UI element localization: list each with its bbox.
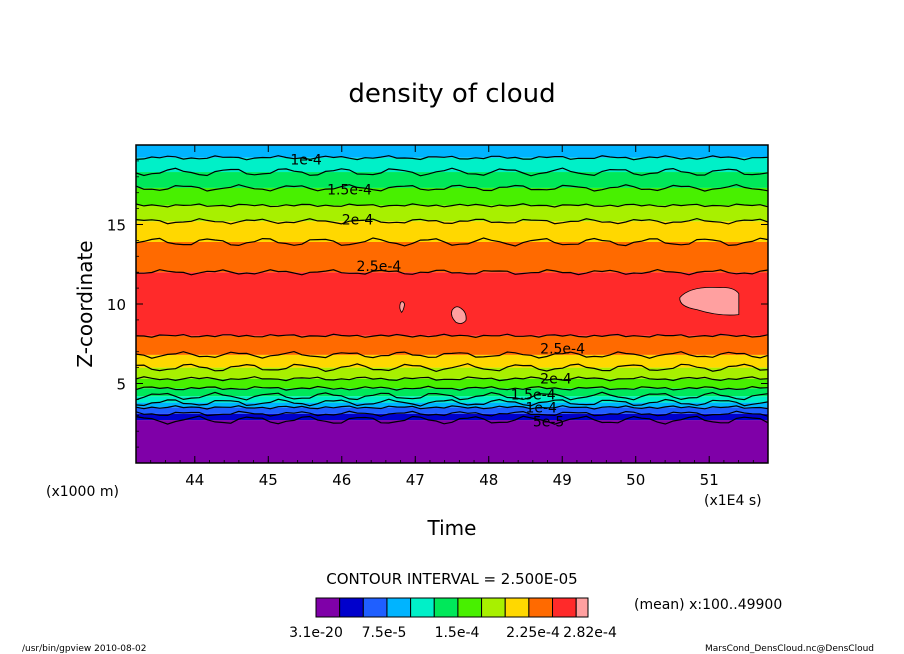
x-tick-label: 46 bbox=[332, 471, 351, 489]
band-17 bbox=[136, 145, 768, 158]
contour-line-3 bbox=[136, 405, 768, 410]
band-14 bbox=[136, 187, 768, 206]
contour-label: 2e-4 bbox=[342, 213, 374, 229]
max-patch-right bbox=[679, 286, 740, 316]
colorbar-swatch bbox=[315, 597, 341, 618]
band-6 bbox=[136, 378, 768, 389]
colorbar-swatch bbox=[433, 597, 459, 618]
contour-label: 1e-4 bbox=[290, 152, 322, 168]
contour-label: 5e-5 bbox=[533, 415, 564, 431]
y-tick-label: 15 bbox=[107, 217, 126, 235]
y-unit-label: (x1000 m) bbox=[46, 484, 119, 500]
max-patch-small bbox=[399, 301, 405, 314]
colorbar-swatch bbox=[481, 597, 506, 618]
contour-line-12 bbox=[136, 237, 768, 247]
band-15 bbox=[136, 172, 768, 188]
band-13 bbox=[136, 205, 768, 222]
colorbar-swatch bbox=[552, 597, 577, 618]
contour-lines: 1e-41.5e-42e-42.5e-42.5e-42e-41.5e-41e-4… bbox=[136, 152, 768, 431]
contour-line-5 bbox=[136, 391, 768, 401]
x-tick-label: 47 bbox=[406, 471, 425, 489]
x-axis-label: Time bbox=[427, 516, 477, 540]
x-tick-label: 45 bbox=[259, 471, 278, 489]
mean-note: (mean) x:100..49900 bbox=[634, 597, 782, 613]
colorbar bbox=[315, 597, 589, 618]
contour-line-2 bbox=[136, 410, 768, 417]
colorbar-swatch bbox=[362, 597, 388, 618]
band-11 bbox=[136, 241, 768, 273]
band-12 bbox=[136, 221, 768, 242]
x-tick-label: 50 bbox=[626, 471, 645, 489]
contour-label: 1.5e-4 bbox=[327, 183, 372, 199]
contour-label: 2e-4 bbox=[540, 372, 572, 388]
contour-label: 2.5e-4 bbox=[356, 259, 401, 275]
contour-line-15 bbox=[136, 183, 768, 192]
max-patch-center bbox=[451, 306, 467, 324]
contour-line-4 bbox=[136, 398, 768, 407]
plot-area bbox=[136, 145, 768, 463]
contour-interval-text: CONTOUR INTERVAL = 2.500E-05 bbox=[326, 570, 577, 588]
colorbar-label: 3.1e-20 bbox=[289, 625, 343, 641]
band-3 bbox=[136, 402, 768, 408]
band-0 bbox=[136, 420, 768, 463]
band-10 bbox=[136, 272, 768, 336]
band-16 bbox=[136, 157, 768, 173]
colorbar-swatch bbox=[504, 597, 530, 618]
x-tick-label: 49 bbox=[553, 471, 572, 489]
contour-label: 2.5e-4 bbox=[540, 342, 585, 358]
y-tick-label: 5 bbox=[116, 376, 126, 394]
contour-line-11 bbox=[136, 268, 768, 276]
y-axis-label: Z-coordinate bbox=[73, 240, 97, 367]
band-9 bbox=[136, 335, 768, 355]
y-axis: 5 10 15 bbox=[107, 160, 768, 448]
band-2 bbox=[136, 407, 768, 414]
contour-line-17 bbox=[136, 155, 768, 161]
colorbar-label: 7.5e-5 bbox=[362, 625, 407, 641]
contour-line-14 bbox=[136, 203, 768, 208]
band-8 bbox=[136, 354, 768, 368]
chart-title: density of cloud bbox=[348, 79, 555, 109]
contour-line-7 bbox=[136, 376, 768, 382]
contour-line-6 bbox=[136, 385, 768, 391]
colorbar-label: 2.25e-4 bbox=[506, 625, 560, 641]
colorbar-swatch bbox=[575, 597, 589, 618]
contour-line-1 bbox=[136, 415, 768, 425]
colorbar-swatch bbox=[386, 597, 412, 618]
x-tick-label: 51 bbox=[700, 471, 719, 489]
footer-right: MarsCond_DensCloud.nc@DensCloud bbox=[705, 644, 874, 654]
x-tick-label: 48 bbox=[479, 471, 498, 489]
band-5 bbox=[136, 388, 768, 397]
y-tick-label: 10 bbox=[107, 296, 126, 314]
x-tick-label: 44 bbox=[185, 471, 204, 489]
x-unit-label: (x1E4 s) bbox=[704, 493, 762, 509]
contour-line-8 bbox=[136, 363, 768, 373]
colorbar-label: 2.82e-4 bbox=[563, 625, 617, 641]
band-1 bbox=[136, 413, 768, 421]
contour-line-10 bbox=[136, 333, 768, 339]
x-axis: 44 45 46 47 48 49 50 51 bbox=[135, 145, 754, 489]
contour-label: 1e-4 bbox=[525, 400, 557, 416]
contour-line-13 bbox=[136, 217, 768, 225]
colorbar-labels: 3.1e-20 7.5e-5 1.5e-4 2.25e-4 2.82e-4 bbox=[289, 625, 617, 641]
colorbar-swatch bbox=[410, 597, 435, 618]
colorbar-swatch bbox=[528, 597, 554, 618]
contour-line-16 bbox=[136, 167, 768, 177]
footer-left: /usr/bin/gpview 2010-08-02 bbox=[22, 644, 146, 654]
colorbar-swatch bbox=[339, 597, 364, 618]
contour-line-9 bbox=[136, 350, 768, 359]
colorbar-swatch bbox=[457, 597, 483, 618]
contour-label: 1.5e-4 bbox=[511, 388, 556, 404]
colorbar-label: 1.5e-4 bbox=[435, 625, 480, 641]
band-7 bbox=[136, 367, 768, 379]
